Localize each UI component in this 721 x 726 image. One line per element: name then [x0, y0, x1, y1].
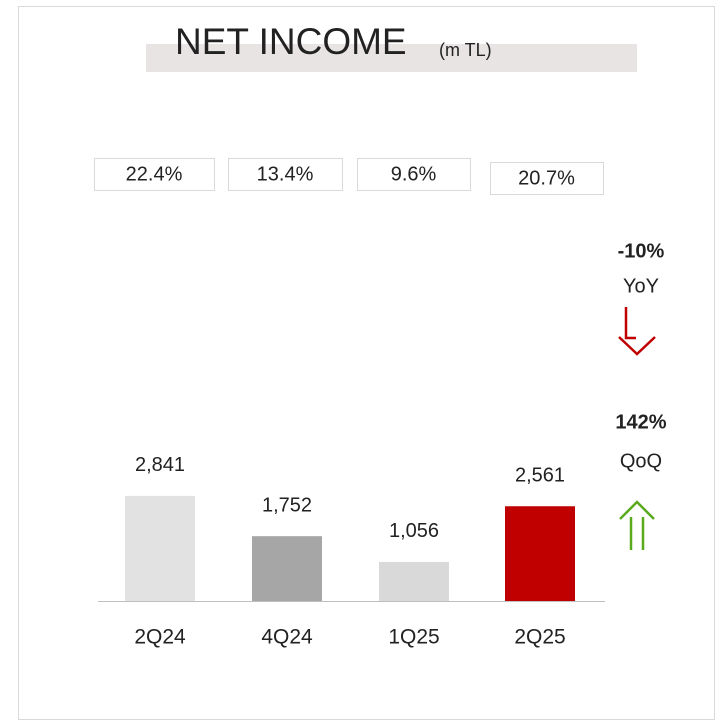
title-unit: (m TL)	[439, 40, 492, 60]
up-arrow	[619, 500, 655, 550]
ratio-box	[490, 162, 604, 195]
bar	[505, 506, 575, 601]
qoq-change: 142%	[615, 411, 666, 433]
frame	[18, 6, 715, 720]
value-label: 2,841	[135, 454, 185, 476]
value-label: 2,561	[515, 465, 565, 487]
bar	[125, 495, 195, 601]
x-tick-label: 2Q24	[134, 626, 186, 649]
value-label: 1,056	[389, 520, 439, 542]
bar	[379, 561, 449, 601]
x-tick-label: 2Q25	[514, 626, 565, 649]
ratio-box	[228, 158, 343, 191]
ratio-label: 22.4%	[126, 163, 183, 185]
down-arrow	[624, 307, 636, 340]
down-arrow-head	[618, 336, 656, 356]
yoy-change: -10%	[618, 240, 665, 262]
ratio-label: 9.6%	[391, 163, 437, 185]
title-bar	[146, 44, 637, 72]
yoy-label: YoY	[623, 275, 659, 297]
qoq-label: QoQ	[620, 450, 662, 472]
ratio-label: 20.7%	[518, 167, 575, 189]
chart-title: NET INCOME	[175, 21, 407, 62]
value-label: 1,752	[262, 494, 312, 516]
ratio-box	[357, 158, 471, 191]
ratio-label: 13.4%	[257, 163, 314, 185]
x-tick-label: 4Q24	[261, 626, 313, 649]
ratio-box	[94, 158, 215, 191]
bar	[252, 536, 322, 601]
x-tick-label: 1Q25	[388, 626, 439, 649]
